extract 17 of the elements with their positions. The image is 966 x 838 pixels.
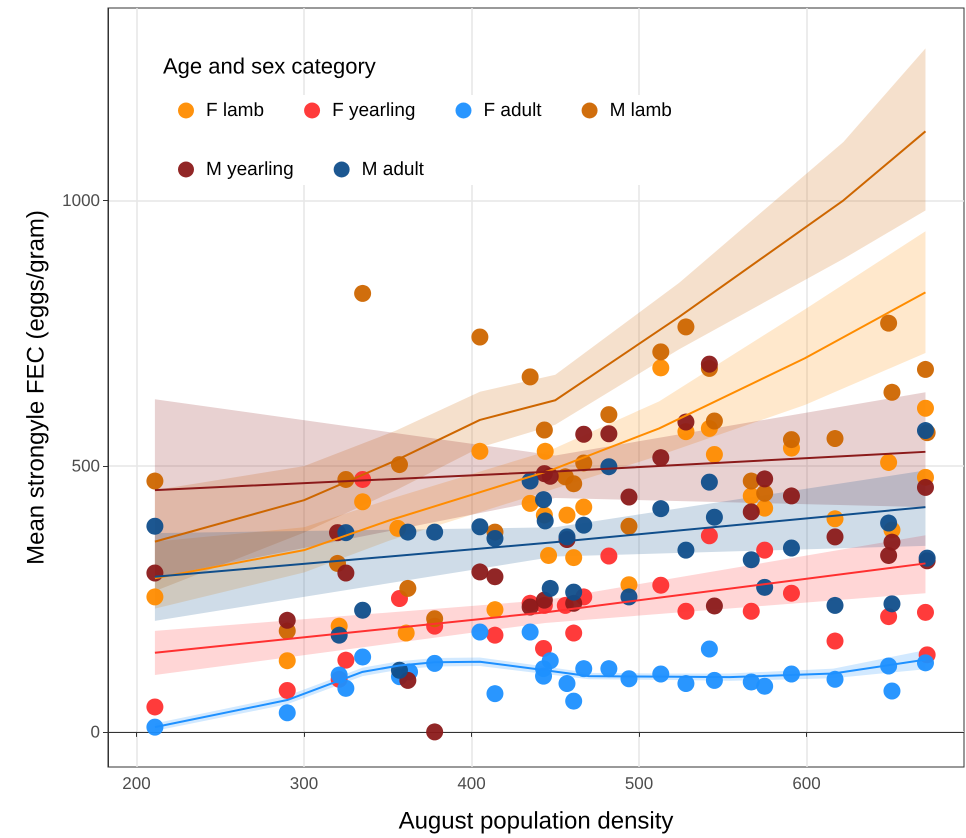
- y-tick-label: 0: [90, 722, 100, 742]
- y-tick-label: 1000: [62, 190, 100, 210]
- legend-label: F lamb: [206, 100, 264, 121]
- legend-label: M adult: [362, 159, 425, 180]
- y-axis-title: Mean strongyle FEC (eggs/gram): [22, 210, 50, 565]
- legend-label: M yearling: [206, 159, 294, 180]
- legend-label: F adult: [483, 100, 542, 121]
- legend-title: Age and sex category: [163, 54, 376, 78]
- x-tick-label: 500: [624, 774, 654, 793]
- x-tick-label: 300: [290, 774, 318, 793]
- x-tick-label: 200: [122, 774, 151, 793]
- legend-label: M lamb: [610, 100, 672, 121]
- x-tick-label: 600: [792, 774, 821, 793]
- x-tick-label: 400: [457, 774, 486, 793]
- x-axis-title: August population density: [398, 808, 674, 834]
- y-tick-label: 500: [72, 456, 100, 476]
- legend-label: F yearling: [332, 100, 416, 121]
